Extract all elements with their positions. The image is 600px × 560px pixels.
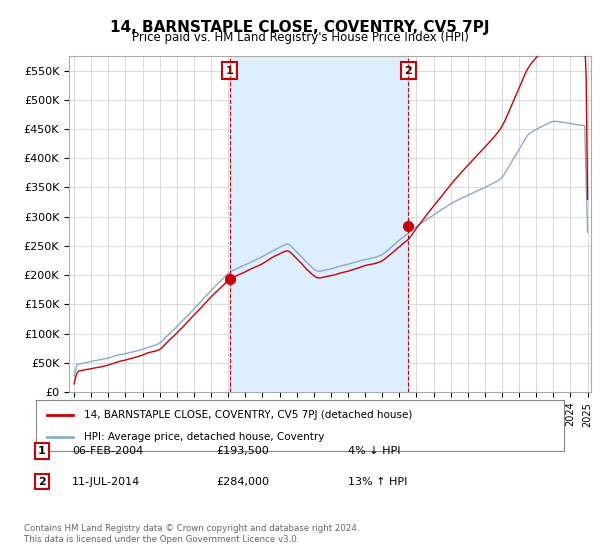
- Text: £193,500: £193,500: [216, 446, 269, 456]
- Text: Contains HM Land Registry data © Crown copyright and database right 2024.: Contains HM Land Registry data © Crown c…: [24, 524, 359, 533]
- Text: 2: 2: [404, 66, 412, 76]
- Bar: [230, 56, 409, 392]
- Text: 2: 2: [38, 477, 46, 487]
- Text: 1: 1: [226, 66, 233, 76]
- Text: 11-JUL-2014: 11-JUL-2014: [72, 477, 140, 487]
- Text: 14, BARNSTAPLE CLOSE, COVENTRY, CV5 7PJ (detached house): 14, BARNSTAPLE CLOSE, COVENTRY, CV5 7PJ …: [83, 409, 412, 419]
- Text: 1: 1: [38, 446, 46, 456]
- Text: 14, BARNSTAPLE CLOSE, COVENTRY, CV5 7PJ: 14, BARNSTAPLE CLOSE, COVENTRY, CV5 7PJ: [110, 20, 490, 35]
- Text: 4% ↓ HPI: 4% ↓ HPI: [348, 446, 401, 456]
- Text: £284,000: £284,000: [216, 477, 269, 487]
- Text: 06-FEB-2004: 06-FEB-2004: [72, 446, 143, 456]
- Text: HPI: Average price, detached house, Coventry: HPI: Average price, detached house, Cove…: [83, 432, 324, 442]
- Text: 13% ↑ HPI: 13% ↑ HPI: [348, 477, 407, 487]
- Text: This data is licensed under the Open Government Licence v3.0.: This data is licensed under the Open Gov…: [24, 535, 299, 544]
- Text: Price paid vs. HM Land Registry's House Price Index (HPI): Price paid vs. HM Land Registry's House …: [131, 31, 469, 44]
